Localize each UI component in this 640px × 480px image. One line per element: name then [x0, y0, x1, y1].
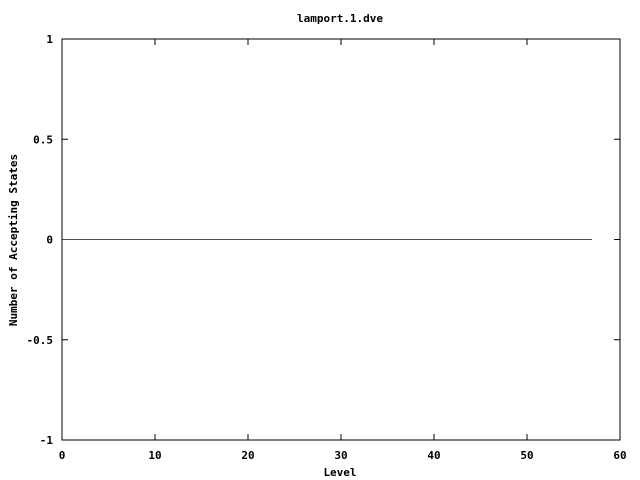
plot-frame: [61, 38, 621, 441]
y-tick-label: -0.5: [27, 334, 54, 347]
y-tick-label: 1: [46, 33, 53, 46]
axis-ticks: 0 10 20 30 40 50 60 -1 -0.5 0 0.5 1: [27, 33, 627, 462]
x-tick-label: 50: [520, 449, 533, 462]
x-tick-label: 10: [148, 449, 161, 462]
y-axis-label: Number of Accepting States: [7, 154, 20, 326]
chart-title: lamport.1.dve: [297, 12, 383, 25]
y-tick-label: 0.5: [33, 133, 53, 146]
x-axis-label: Level: [323, 466, 356, 479]
x-tick-label: 0: [59, 449, 66, 462]
x-tick-label: 60: [613, 449, 626, 462]
y-tick-label: 0: [46, 234, 53, 247]
x-tick-label: 40: [427, 449, 440, 462]
x-tick-label: 20: [241, 449, 254, 462]
x-tick-label: 30: [334, 449, 347, 462]
y-tick-label: -1: [40, 434, 54, 447]
